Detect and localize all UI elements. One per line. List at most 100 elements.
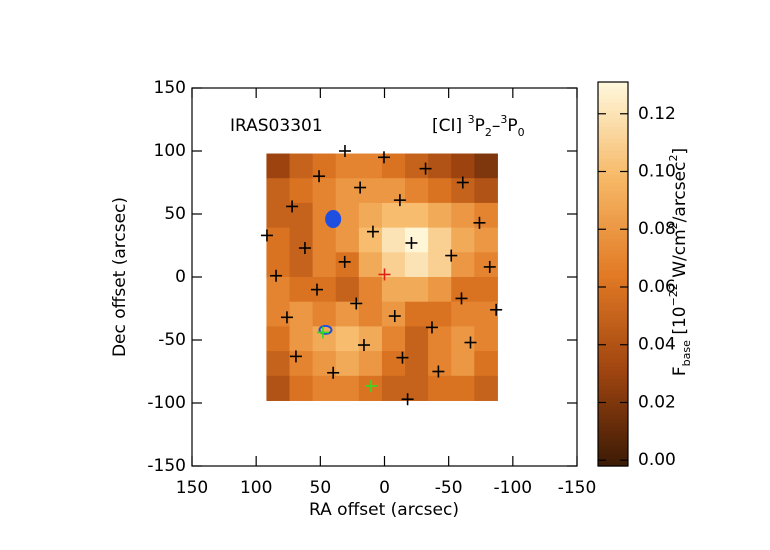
map-cell xyxy=(266,153,291,179)
map-cell xyxy=(266,351,291,377)
map-cell xyxy=(405,375,429,401)
y-tick-label: 0 xyxy=(175,267,186,287)
position-marker xyxy=(310,283,323,296)
colorbar-step xyxy=(598,262,628,267)
colorbar-step xyxy=(598,118,628,123)
position-marker xyxy=(393,194,406,207)
map-cell xyxy=(335,202,360,229)
colorbar-step xyxy=(598,402,628,407)
map-cell xyxy=(405,277,429,303)
x-axis-title: RA offset (arcsec) xyxy=(309,500,459,520)
position-marker xyxy=(464,336,477,349)
colorbar-step xyxy=(598,270,628,275)
colorbar-step xyxy=(598,138,628,143)
map-cell xyxy=(289,351,314,377)
label-part: 2 xyxy=(667,222,680,229)
colorbar-step xyxy=(598,438,628,443)
map-cell xyxy=(266,277,291,303)
map-cell xyxy=(405,227,429,253)
map-cell xyxy=(312,351,337,377)
map-cell xyxy=(312,178,337,204)
colorbar-step xyxy=(598,430,628,435)
map-cell xyxy=(312,375,337,401)
position-marker xyxy=(405,236,418,249)
y-tick-label: 50 xyxy=(164,204,186,224)
colorbar-step xyxy=(598,174,628,179)
colorbar-step xyxy=(598,254,628,259)
colorbar-tick-label: 0.10 xyxy=(638,162,676,182)
colorbar-step xyxy=(598,162,628,167)
y-axis-title: Dec offset (arcsec) xyxy=(110,197,130,357)
map-cell xyxy=(474,153,498,179)
colorbar-step xyxy=(598,242,628,247)
map-cell xyxy=(405,351,429,377)
colorbar-step xyxy=(598,266,628,271)
map-cell xyxy=(428,277,452,303)
position-marker xyxy=(313,170,326,183)
colorbar-step xyxy=(598,358,628,363)
map-cell xyxy=(451,178,475,204)
map-cell xyxy=(335,375,360,401)
map-cell xyxy=(451,227,475,253)
position-marker xyxy=(338,145,351,157)
position-marker xyxy=(270,269,283,282)
map-cell xyxy=(381,301,406,327)
colorbar-step xyxy=(598,202,628,207)
colorbar-step xyxy=(598,342,628,347)
map-cell xyxy=(451,326,475,352)
map-cell xyxy=(335,351,360,377)
x-tick-label: 0 xyxy=(379,478,390,498)
label-part: 3 xyxy=(500,113,507,126)
map-cell xyxy=(289,153,314,179)
label-part: /arcsec xyxy=(670,162,690,223)
position-marker xyxy=(298,242,311,255)
map-cell xyxy=(358,277,383,303)
position-marker xyxy=(388,310,401,323)
label-part: – xyxy=(492,116,501,136)
colorbar-step xyxy=(598,314,628,319)
colorbar-step xyxy=(598,398,628,403)
map-cell xyxy=(358,301,383,327)
x-tick-label: -100 xyxy=(494,478,533,498)
label-part: P xyxy=(507,116,517,136)
colorbar-step xyxy=(598,462,628,467)
map-cell xyxy=(428,202,452,229)
map-cell xyxy=(312,252,337,278)
x-tick-label: 50 xyxy=(310,478,332,498)
colorbar-tick-label: 0.04 xyxy=(638,335,676,355)
colorbar-step xyxy=(598,338,628,343)
position-marker xyxy=(357,339,370,352)
colorbar-step xyxy=(598,226,628,231)
map-cell xyxy=(428,178,452,204)
colorbar-step xyxy=(598,370,628,375)
colorbar-step xyxy=(598,354,628,359)
position-marker xyxy=(366,225,379,238)
colorbar-step xyxy=(598,330,628,335)
y-tick-label: -100 xyxy=(147,393,186,413)
colorbar-step xyxy=(598,238,628,243)
colorbar-step xyxy=(598,422,628,427)
map-cell xyxy=(381,375,406,401)
colorbar-step xyxy=(598,130,628,135)
colorbar-step xyxy=(598,406,628,411)
colorbar-step xyxy=(598,90,628,95)
map-cell xyxy=(428,153,452,179)
position-marker xyxy=(286,200,299,213)
map-cell xyxy=(381,202,406,229)
emission-contour xyxy=(325,210,342,229)
colorbar-step xyxy=(598,334,628,339)
colorbar-step xyxy=(598,326,628,331)
position-marker xyxy=(365,379,378,392)
map-cell xyxy=(312,277,337,303)
position-marker xyxy=(377,151,390,164)
map-cell xyxy=(266,202,291,229)
map-cell xyxy=(474,252,498,278)
colorbar-step xyxy=(598,246,628,251)
map-cell xyxy=(405,202,429,229)
map-cell xyxy=(428,351,452,377)
label-part: 0 xyxy=(518,126,525,139)
colorbar-step xyxy=(598,450,628,455)
position-marker xyxy=(490,303,503,316)
map-cell xyxy=(266,227,291,253)
